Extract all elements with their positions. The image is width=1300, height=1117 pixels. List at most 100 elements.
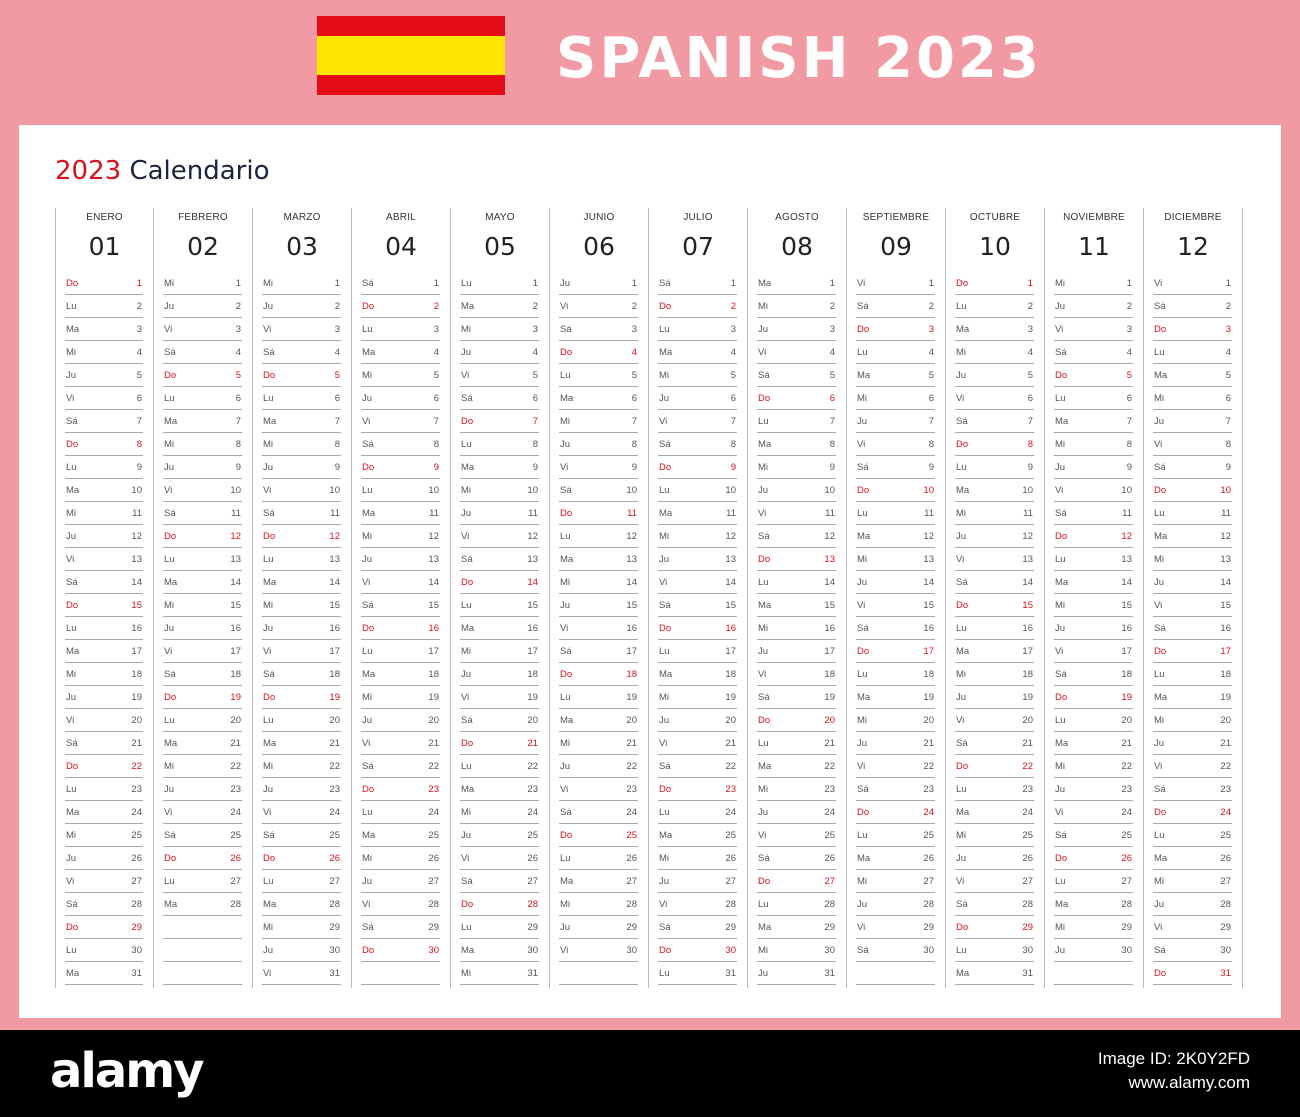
day-row: Sá 25 xyxy=(163,824,242,847)
weekday-label: Ma xyxy=(560,876,574,887)
weekday-label: Sá xyxy=(1055,347,1067,358)
day-number: 9 xyxy=(829,462,835,473)
weekday-label: Ma xyxy=(164,899,178,910)
weekday-label: Do xyxy=(560,347,573,358)
day-row: Ju 22 xyxy=(559,755,638,778)
day-row: Ma 19 xyxy=(856,686,935,709)
day-row: Sá 6 xyxy=(460,387,539,410)
weekday-label: Ju xyxy=(66,531,77,542)
day-number: 12 xyxy=(131,531,142,542)
weekday-label: Mi xyxy=(164,600,175,611)
weekday-label: Vi xyxy=(66,876,75,887)
weekday-label: Lu xyxy=(66,945,77,956)
day-number: 5 xyxy=(1126,370,1132,381)
day-number: 14 xyxy=(329,577,340,588)
day-number: 21 xyxy=(428,738,439,749)
day-number: 26 xyxy=(626,853,637,864)
weekday-label: Ma xyxy=(758,922,772,933)
day-number: 17 xyxy=(1220,646,1231,657)
day-row: Ju 12 xyxy=(65,525,143,548)
day-number: 30 xyxy=(131,945,142,956)
day-row: Mi 26 xyxy=(361,847,440,870)
day-row: Lu 21 xyxy=(757,732,836,755)
day-number: 24 xyxy=(626,807,637,818)
weekday-label: Sá xyxy=(659,922,671,933)
day-number: 17 xyxy=(1121,646,1132,657)
day-row: Ma 24 xyxy=(955,801,1034,824)
day-row: Ma 13 xyxy=(559,548,638,571)
day-row: Do 5 xyxy=(163,364,242,387)
day-row: Ju 13 xyxy=(361,548,440,571)
day-number: 28 xyxy=(131,899,142,910)
day-number: 18 xyxy=(923,669,934,680)
weekday-label: Vi xyxy=(758,508,767,519)
month-column: JULIO 07 Sá 1 Do 2 Lu 3 Ma 4 Mi 5 Ju 6 Vi 7 Sá 8 Do 9 Lu 10 Ma… xyxy=(649,208,748,988)
day-row: Sá 16 xyxy=(1153,617,1232,640)
day-number: 14 xyxy=(824,577,835,588)
day-number: 17 xyxy=(428,646,439,657)
day-row: Do 24 xyxy=(1153,801,1232,824)
weekday-label: Sá xyxy=(461,393,473,404)
day-row: Ju 20 xyxy=(361,709,440,732)
day-number: 28 xyxy=(527,899,538,910)
day-number: 6 xyxy=(532,393,538,404)
day-number: 31 xyxy=(131,968,142,979)
weekday-label: Do xyxy=(1154,485,1167,496)
day-number: 8 xyxy=(1027,439,1033,450)
day-row: Ju 12 xyxy=(955,525,1034,548)
day-row: Sá 23 xyxy=(856,778,935,801)
weekday-label: Vi xyxy=(758,669,767,680)
weekday-label: Sá xyxy=(461,554,473,565)
day-row: Vi 20 xyxy=(955,709,1034,732)
day-row: Vi 24 xyxy=(1054,801,1133,824)
month-column: SEPTIEMBRE 09 Vi 1 Sá 2 Do 3 Lu 4 Ma 5 Mi 6 Ju 7 Vi 8 Sá 9 D… xyxy=(847,208,946,988)
day-row: Ma 7 xyxy=(1054,410,1133,433)
day-number: 23 xyxy=(230,784,241,795)
day-row: Sá 9 xyxy=(856,456,935,479)
day-row: Ma 21 xyxy=(1054,732,1133,755)
day-number: 29 xyxy=(1121,922,1132,933)
day-row: Mi 8 xyxy=(163,433,242,456)
day-row: Ju 9 xyxy=(262,456,341,479)
day-row: Ma 6 xyxy=(559,387,638,410)
day-number: 11 xyxy=(1221,508,1231,519)
day-row: Lu 15 xyxy=(460,594,539,617)
weekday-label: Do xyxy=(956,439,969,450)
day-row: Ma 26 xyxy=(1153,847,1232,870)
weekday-label: Ju xyxy=(659,554,670,565)
month-column: MAYO 05 Lu 1 Ma 2 Mi 3 Ju 4 Vi 5 Sá 6 Do 7 Lu 8 Ma 9 Mi 10 Ju 1… xyxy=(451,208,550,988)
weekday-label: Do xyxy=(461,416,474,427)
weekday-label: Mi xyxy=(659,692,670,703)
day-row: Ma 9 xyxy=(460,456,539,479)
day-number: 8 xyxy=(136,439,142,450)
weekday-label: Mi xyxy=(461,324,472,335)
day-row: Sá 24 xyxy=(559,801,638,824)
weekday-label: Vi xyxy=(1154,278,1163,289)
weekday-label: Mi xyxy=(659,853,670,864)
weekday-label: Mi xyxy=(560,416,571,427)
day-row: Do 9 xyxy=(658,456,737,479)
weekday-label: Lu xyxy=(362,324,373,335)
day-row: Lu 11 xyxy=(1153,502,1232,525)
weekday-label: Ju xyxy=(263,945,274,956)
weekday-label: Lu xyxy=(758,577,769,588)
day-number: 27 xyxy=(1220,876,1231,887)
weekday-label: Sá xyxy=(857,945,869,956)
weekday-label: Vi xyxy=(560,784,569,795)
day-number: 28 xyxy=(923,899,934,910)
day-row: Ju 2 xyxy=(1054,295,1133,318)
weekday-label: Sá xyxy=(263,669,275,680)
day-row: Ma 30 xyxy=(460,939,539,962)
day-row: Mi 10 xyxy=(460,479,539,502)
weekday-label: Do xyxy=(66,600,79,611)
day-number: 10 xyxy=(1220,485,1231,496)
day-number: 29 xyxy=(923,922,934,933)
day-number: 30 xyxy=(428,945,439,956)
day-row: Mi 27 xyxy=(856,870,935,893)
weekday-label: Lu xyxy=(1154,830,1165,841)
day-row: Ma 28 xyxy=(163,893,242,916)
weekday-label: Sá xyxy=(66,577,78,588)
day-number: 2 xyxy=(433,301,439,312)
day-number: 1 xyxy=(433,278,439,289)
day-row: Do 8 xyxy=(65,433,143,456)
